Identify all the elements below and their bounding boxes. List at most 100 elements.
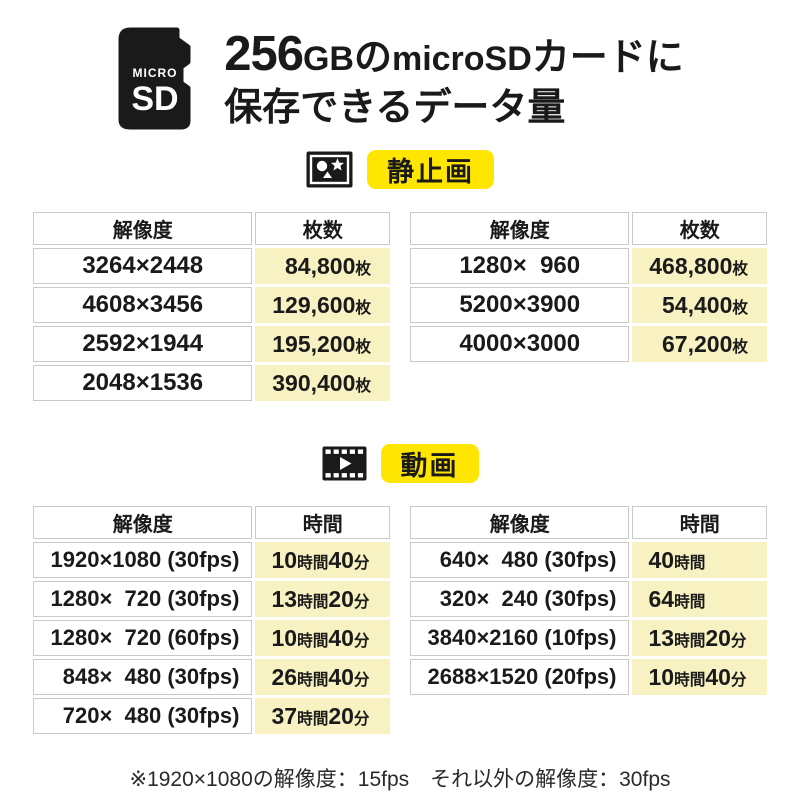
video-table-left: 解像度 時間 1920×1080 (30fps) 10時間40分 1280× 720… — [30, 503, 393, 737]
value-number: 40 — [328, 663, 354, 690]
video-tables: 解像度 時間 1920×1080 (30fps) 10時間40分 1280× 720… — [0, 503, 800, 737]
value-cell: 64時間 — [632, 581, 767, 617]
page-title-line2: 保存できるデータ量 — [224, 87, 566, 130]
value-unit: 枚 — [355, 338, 371, 356]
value-unit: 分 — [353, 710, 370, 728]
value-number: 26 — [271, 663, 298, 690]
fps-footnote: ※1920×1080の解像度：15fps それ以外の解像度：30fps — [129, 768, 671, 791]
photo-table-right: 解像度 枚数 1280× 960 468,800枚 5200×3900 54,400枚… — [407, 209, 770, 365]
value-unit: 時間 — [674, 593, 706, 611]
resolution-cell: 2688×1520 (20fps) — [410, 659, 630, 695]
resolution-cell: 2592×1944 — [33, 326, 253, 362]
table-row: 848× 480 (30fps) 26時間40分 — [33, 659, 390, 695]
photo-icon — [306, 151, 353, 188]
value-unit: 枚 — [355, 260, 371, 278]
resolution-header: 解像度 — [33, 506, 253, 539]
value-unit: 時間 — [674, 554, 706, 572]
value-unit: 枚 — [732, 338, 748, 356]
value-number: 20 — [705, 624, 731, 651]
page-title-line1: 256GBのmicroSDカードに — [224, 27, 684, 83]
table-row: 2592×1944 195,200枚 — [33, 326, 390, 362]
title-part: カードに — [531, 37, 684, 80]
value-unit: 枚 — [355, 377, 371, 395]
table-header-row: 解像度 枚数 — [410, 212, 767, 245]
table-row: 3840×2160 (10fps) 13時間20分 — [410, 620, 767, 656]
value-unit: 時間 — [674, 671, 706, 689]
time-header: 時間 — [255, 506, 390, 539]
count-header: 枚数 — [632, 212, 767, 245]
resolution-cell: 1280× 720 (30fps) — [33, 581, 253, 617]
value-number: 37 — [271, 702, 298, 729]
value-cell: 40時間 — [632, 542, 767, 578]
value-unit: 時間 — [297, 554, 329, 572]
value-unit: 分 — [353, 632, 370, 650]
value-number: 20 — [328, 702, 354, 729]
table-row: 1920×1080 (30fps) 10時間40分 — [33, 542, 390, 578]
value-unit: 分 — [353, 554, 370, 572]
page-title: 256GBのmicroSDカードに 保存できるデータ量 — [224, 27, 684, 130]
value-number: 10 — [271, 546, 298, 573]
value-cell: 10時間40分 — [255, 620, 390, 656]
table-header-row: 解像度 枚数 — [33, 212, 390, 245]
resolution-header: 解像度 — [410, 506, 630, 539]
resolution-header: 解像度 — [410, 212, 630, 245]
count-header: 枚数 — [255, 212, 390, 245]
table-row: 4000×3000 67,200枚 — [410, 326, 767, 362]
table-row: 320× 240 (30fps) 64時間 — [410, 581, 767, 617]
resolution-cell: 1280× 960 — [410, 248, 630, 284]
photo-tables: 解像度 枚数 3264×2448 84,800枚 4608×3456 129,600枚… — [0, 209, 800, 404]
resolution-cell: 4608×3456 — [33, 287, 253, 323]
photo-table-left: 解像度 枚数 3264×2448 84,800枚 4608×3456 129,600枚… — [30, 209, 393, 404]
video-table-right: 解像度 時間 640× 480 (30fps) 40時間 320× 240 (30f… — [407, 503, 770, 698]
section-header-video: 動画 — [0, 444, 800, 483]
table-row: 1280× 960 468,800枚 — [410, 248, 767, 284]
resolution-cell: 4000×3000 — [410, 326, 630, 362]
value-unit: 分 — [730, 632, 747, 650]
table-row: 2688×1520 (20fps) 10時間40分 — [410, 659, 767, 695]
resolution-cell: 3264×2448 — [33, 248, 253, 284]
film-icon — [322, 446, 366, 481]
resolution-cell: 320× 240 (30fps) — [410, 581, 630, 617]
value-number: 67,200 — [662, 330, 733, 357]
title-part: 256 — [224, 27, 304, 82]
time-header: 時間 — [632, 506, 767, 539]
value-unit: 分 — [353, 593, 370, 611]
value-cell: 26時間40分 — [255, 659, 390, 695]
table-row: 5200×3900 54,400枚 — [410, 287, 767, 323]
value-unit: 時間 — [674, 632, 706, 650]
photo-section-badge: 静止画 — [367, 150, 494, 189]
value-number: 129,600 — [272, 291, 356, 318]
table-row: 2048×1536 390,400枚 — [33, 365, 390, 401]
value-unit: 枚 — [732, 299, 748, 317]
microsd-card-icon: MICRO SD — [118, 27, 191, 130]
value-number: 64 — [648, 585, 675, 612]
resolution-header: 解像度 — [33, 212, 253, 245]
value-cell: 10時間40分 — [255, 542, 390, 578]
microsd-icon-text-micro: MICRO — [133, 66, 178, 80]
title-part: microSD — [391, 40, 532, 79]
table-header-row: 解像度 時間 — [410, 506, 767, 539]
table-row: 1280× 720 (30fps) 13時間20分 — [33, 581, 390, 617]
value-number: 10 — [648, 663, 675, 690]
value-number: 13 — [648, 624, 675, 651]
value-unit: 時間 — [297, 632, 329, 650]
value-cell: 468,800枚 — [632, 248, 767, 284]
resolution-cell: 2048×1536 — [33, 365, 253, 401]
table-row: 640× 480 (30fps) 40時間 — [410, 542, 767, 578]
value-cell: 10時間40分 — [632, 659, 767, 695]
title-part: GB — [302, 40, 354, 79]
table-row: 1280× 720 (60fps) 10時間40分 — [33, 620, 390, 656]
value-number: 40 — [328, 546, 354, 573]
resolution-cell: 720× 480 (30fps) — [33, 698, 253, 734]
value-unit: 時間 — [297, 671, 329, 689]
title-part: の — [353, 37, 392, 80]
resolution-cell: 1280× 720 (60fps) — [33, 620, 253, 656]
value-number: 13 — [271, 585, 298, 612]
value-unit: 枚 — [732, 260, 748, 278]
value-cell: 67,200枚 — [632, 326, 767, 362]
value-cell: 390,400枚 — [255, 365, 390, 401]
value-unit: 分 — [730, 671, 747, 689]
value-cell: 13時間20分 — [255, 581, 390, 617]
value-number: 84,800 — [285, 252, 356, 279]
